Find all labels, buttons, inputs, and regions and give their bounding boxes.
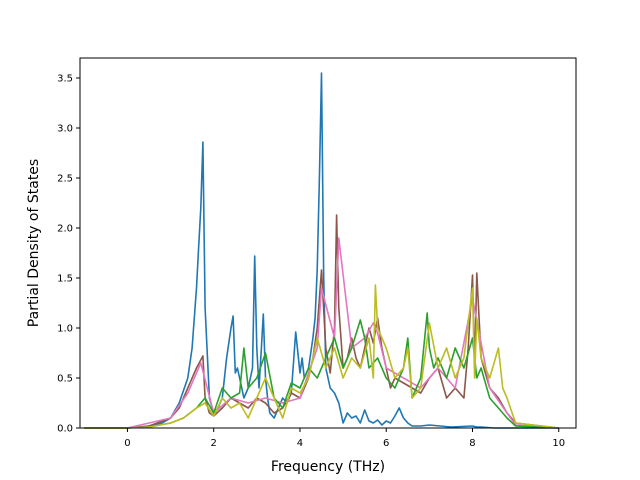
series-line-2 xyxy=(84,237,559,429)
x-axis-label: Frequency (THz) xyxy=(271,459,385,475)
series-layer xyxy=(84,72,559,429)
y-tick-label: 2.5 xyxy=(57,174,73,185)
y-tick-label: 0.5 xyxy=(57,374,73,385)
axes-frame xyxy=(79,57,577,429)
series-line-4 xyxy=(84,284,559,429)
y-axis-ticks: 0.0 0.5 1.0 1.5 2.0 2.5 3.0 3.5 xyxy=(57,74,80,435)
x-tick-label: 2 xyxy=(211,438,217,449)
x-tick-label: 4 xyxy=(297,438,303,449)
y-tick-label: 3.5 xyxy=(57,74,73,85)
plot-area xyxy=(84,72,559,429)
y-tick-label: 1.5 xyxy=(57,274,73,285)
x-tick-label: 10 xyxy=(552,438,565,449)
y-tick-label: 2.0 xyxy=(57,224,73,235)
y-axis-label: Partial Density of States xyxy=(26,159,42,327)
x-tick-label: 6 xyxy=(383,438,389,449)
series-line-3 xyxy=(84,312,559,429)
y-tick-label: 3.0 xyxy=(57,124,73,135)
y-tick-label: 0.0 xyxy=(57,424,73,435)
x-tick-label: 0 xyxy=(124,438,130,449)
x-axis-ticks: 0 2 4 6 8 10 xyxy=(124,428,565,449)
y-tick-label: 1.0 xyxy=(57,324,73,335)
x-tick-label: 8 xyxy=(469,438,475,449)
